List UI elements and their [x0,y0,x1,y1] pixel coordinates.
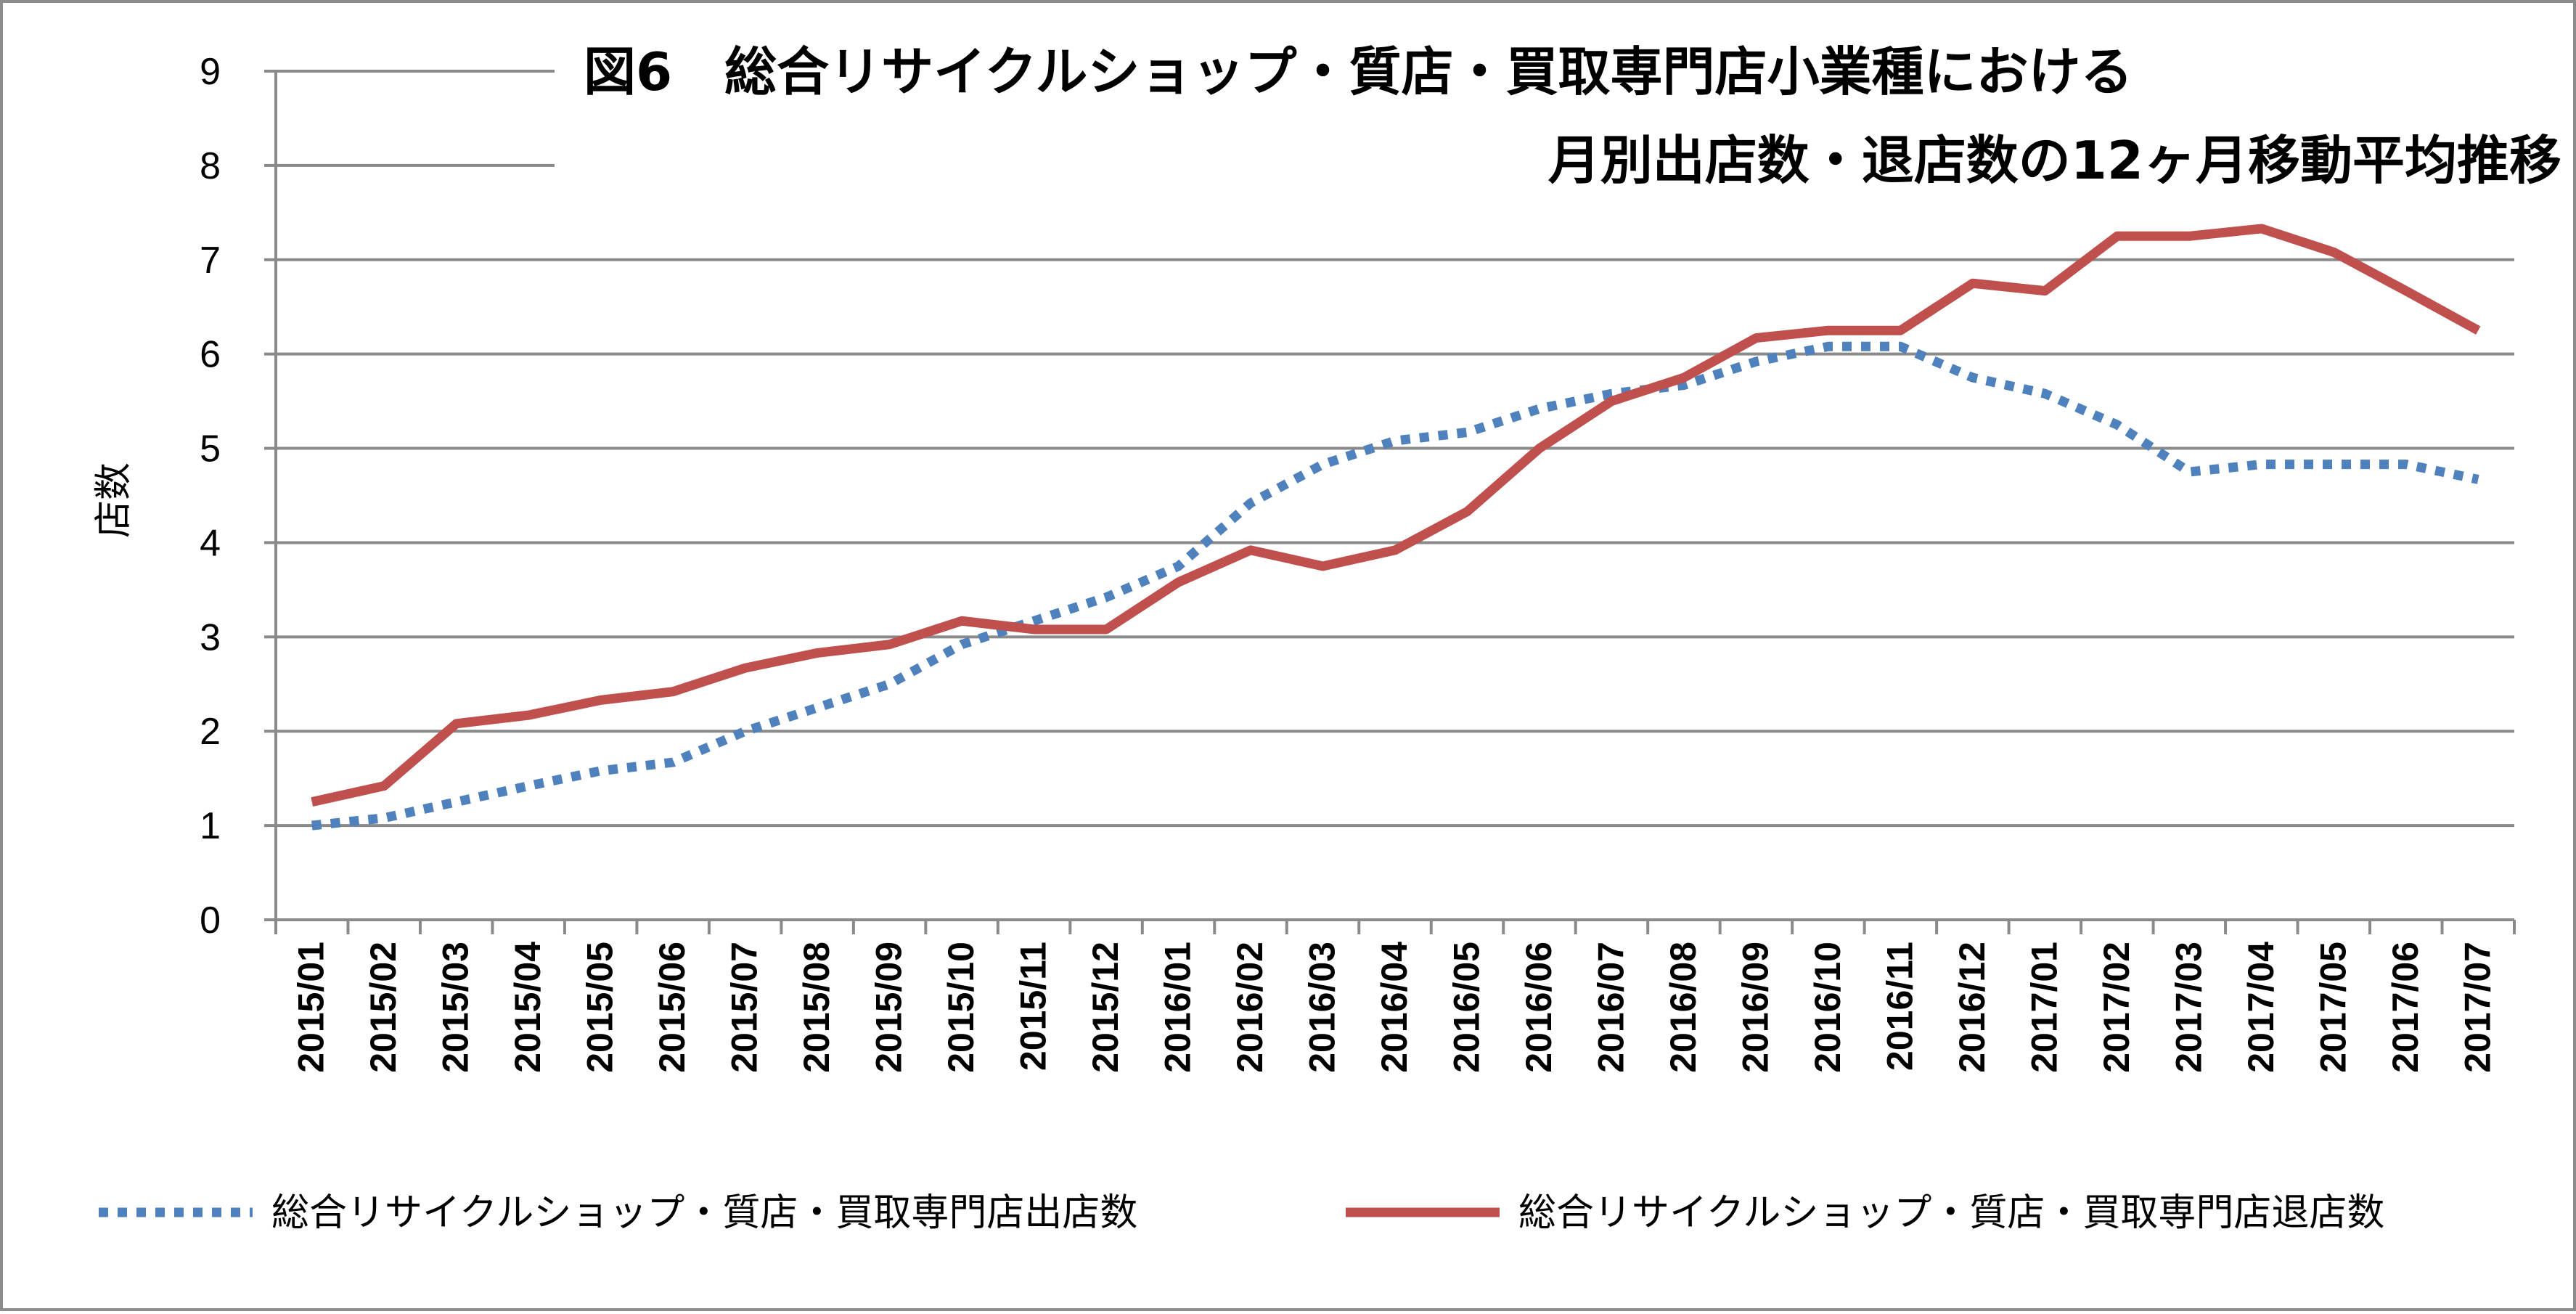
series-1-point [1322,464,1324,465]
x-tick-label: 2016/09 [1735,942,1775,1073]
x-tick-label: 2015/08 [796,942,837,1073]
x-tick-label: 2015/04 [507,942,548,1073]
chart-title-line-1: 図6 総合リサイクルショップ・質店・買取専門店小業種における [584,41,2133,102]
y-tick-label-2: 2 [200,711,221,753]
series-1-point [889,683,891,685]
y-tick-label-5: 5 [200,428,221,470]
x-tick-label: 2017/01 [2024,942,2064,1073]
x-tick-label: 2017/03 [2168,942,2209,1073]
x-tick-label: 2016/03 [1302,942,1343,1073]
x-tick-label: 2015/03 [436,942,476,1073]
series-1-point [2261,464,2262,465]
series-1-point [1539,408,1540,409]
series-line-1 [311,341,2479,831]
y-tick-label-6: 6 [200,334,221,376]
series-1-point [2188,471,2190,473]
x-tick-label: 2017/02 [2096,942,2137,1073]
series-1-point [817,707,818,709]
legend: 総合リサイクルショップ・質店・買取専門店出店数 総合リサイクルショップ・質店・買取… [99,1191,2384,1235]
x-tick-label: 2016/05 [1446,942,1487,1073]
x-tick-label: 2016/10 [1807,942,1848,1073]
legend-label-1: 総合リサイクルショップ・質店・買取専門店出店数 [271,1191,1137,1235]
series-lines [311,224,2481,831]
y-tick-label-3: 3 [200,616,221,658]
x-tick-label: 2016/07 [1590,942,1631,1073]
x-tick-label: 2016/01 [1158,942,1198,1073]
y-tick-label-8: 8 [200,145,221,187]
series-1-point [528,785,529,787]
x-tick-label: 2017/07 [2457,942,2498,1073]
series-1-point [1394,440,1396,441]
y-tick-label-0: 0 [200,899,221,942]
series-1-point [600,770,602,772]
x-tick-label: 2017/04 [2241,942,2281,1073]
chart-svg: 0 1 2 3 4 5 6 7 8 9 2015/01 2015/02 2015/03 2015/04 20… [92,32,2561,1235]
series-1-point [383,817,385,819]
x-tick-label: 2016/11 [1879,942,1920,1071]
y-tick-label-9: 9 [200,51,221,93]
series-1-point [1466,431,1468,433]
x-tick-label: 2017/05 [2313,942,2353,1073]
x-tick-label: 2017/06 [2385,942,2426,1073]
x-tick-label: 2016/06 [1518,942,1559,1073]
x-tick-label: 2016/02 [1230,942,1270,1073]
x-tick-label: 2015/11 [1013,942,1054,1071]
x-tick-label: 2015/02 [363,942,404,1073]
x-tick-label: 2016/04 [1374,942,1415,1073]
legend-label-2: 総合リサイクルショップ・質店・買取専門店退店数 [1518,1191,2384,1235]
y-tick-label-1: 1 [200,805,221,847]
axes: 0 1 2 3 4 5 6 7 8 9 2015/01 2015/02 2015/03 2015/04 20… [200,51,2516,1073]
x-tick-label: 2016/08 [1663,942,1704,1073]
x-tick-label: 2015/05 [580,942,621,1073]
title-background [555,32,2558,206]
x-tick-label: 2015/10 [941,942,981,1073]
y-tick-label-7: 7 [200,240,221,282]
x-tick-label: 2015/12 [1085,942,1126,1073]
x-tick-label: 2016/12 [1952,942,1992,1073]
x-tick-label: 2015/07 [724,942,765,1073]
chart-title-line-2: 月別出店数・退店数の12ヶ月移動平均推移 [1548,130,2561,191]
series-1-point [456,801,457,803]
series-1-point [2333,464,2334,465]
x-tick-label: 2015/01 [291,942,332,1073]
y-axis-label: 店数 [92,462,136,538]
x-tick-label: 2015/06 [652,942,692,1073]
series-line-2 [311,224,2481,807]
y-tick-label-4: 4 [200,522,221,564]
x-tick-label: 2015/09 [869,942,909,1073]
